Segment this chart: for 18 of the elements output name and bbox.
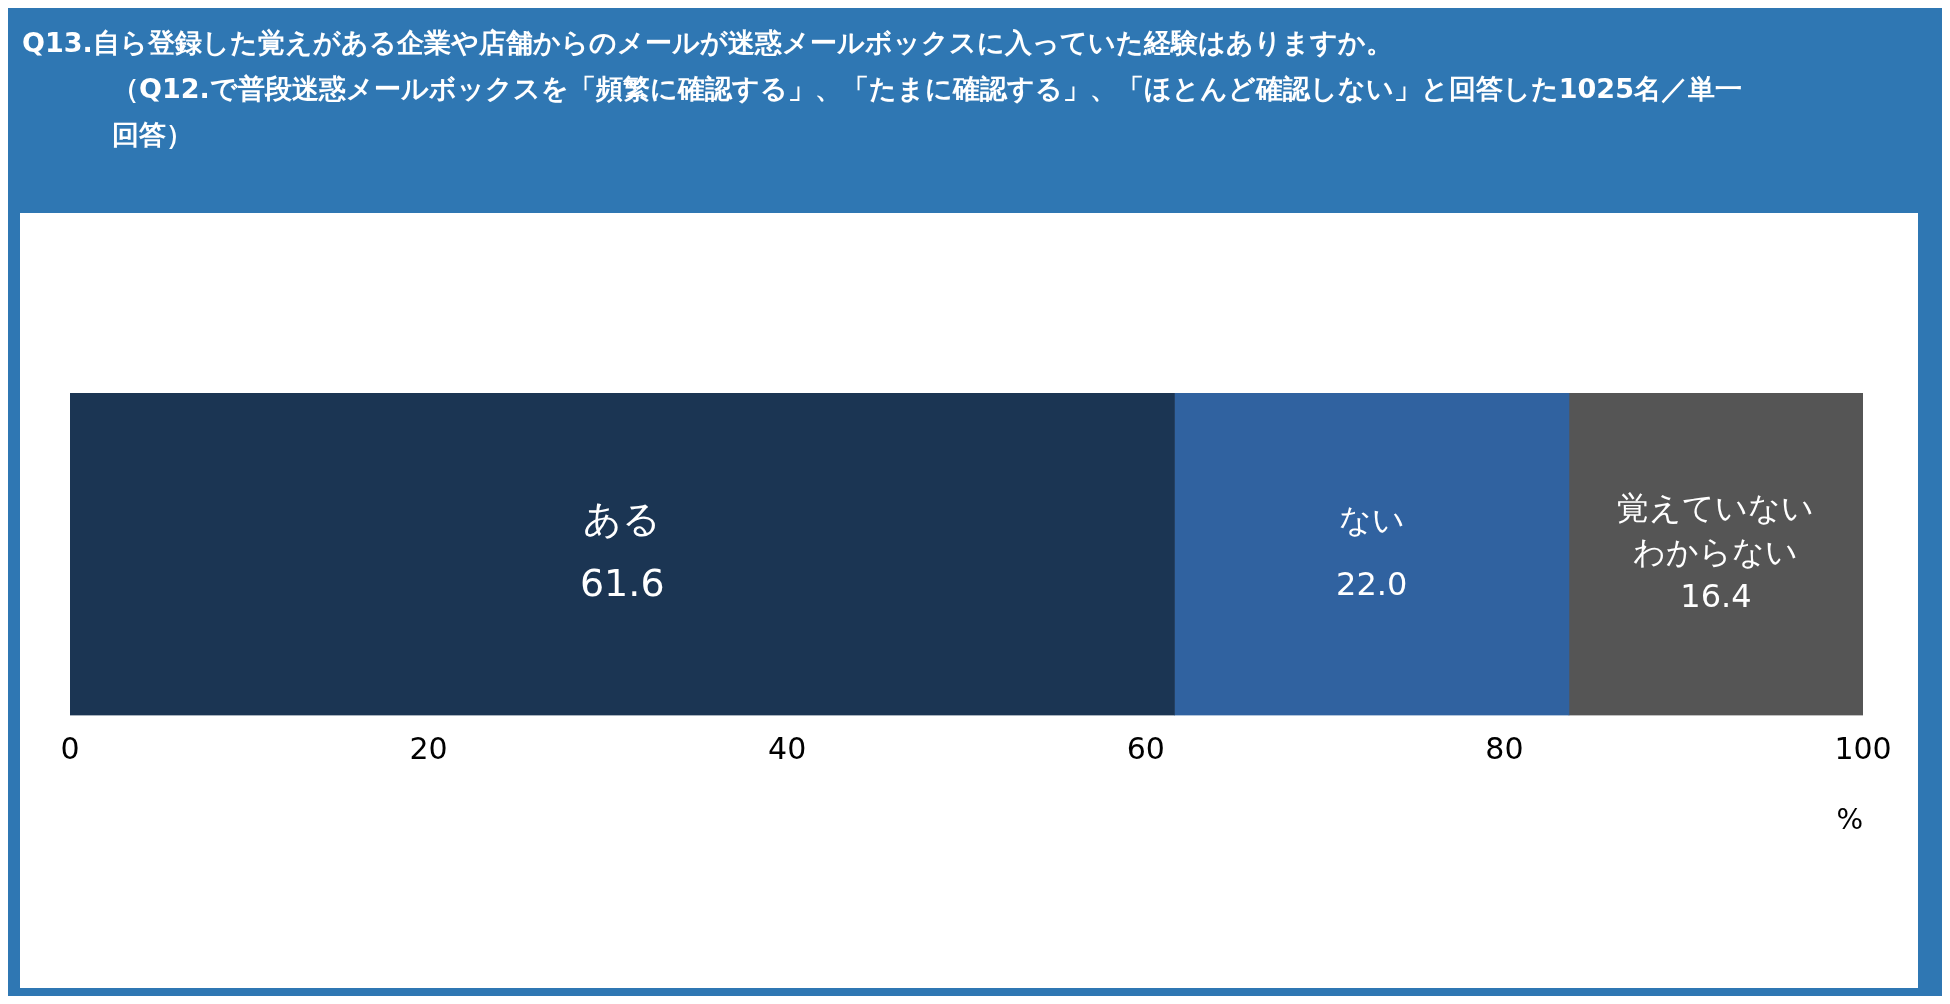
bar (1568, 393, 1863, 716)
series-label: ある (583, 497, 662, 542)
series-label: 覚えていないわからない (1617, 488, 1815, 571)
x-tick-label: 80 (1485, 731, 1524, 767)
x-tick-label: 20 (409, 731, 448, 767)
x-axis-title: % (1836, 803, 1863, 837)
chart-subtitle: （Q12.で普段迷惑メールボックスを「頻繁に確認する」、「たまに確認する」、「ほとんど確認しない」と回答した1025名／単一回答） (111, 72, 1743, 152)
bar (1174, 393, 1570, 716)
data-label: 16.4 (1680, 576, 1752, 615)
data-label: 61.6 (579, 561, 665, 606)
x-tick-label: 60 (1126, 731, 1165, 767)
series-label: ない (1338, 500, 1405, 539)
bar (70, 393, 1175, 716)
x-tick-label: 40 (768, 731, 807, 767)
x-tick-label: 100 (1834, 731, 1892, 767)
chart-title: Q13.自ら登録した覚えがある企業や店舗からのメールが迷惑メールボックスに入っていた経験はありますか。 (22, 26, 1394, 60)
data-label: 22.0 (1336, 564, 1408, 603)
x-tick-label: 0 (60, 731, 80, 767)
